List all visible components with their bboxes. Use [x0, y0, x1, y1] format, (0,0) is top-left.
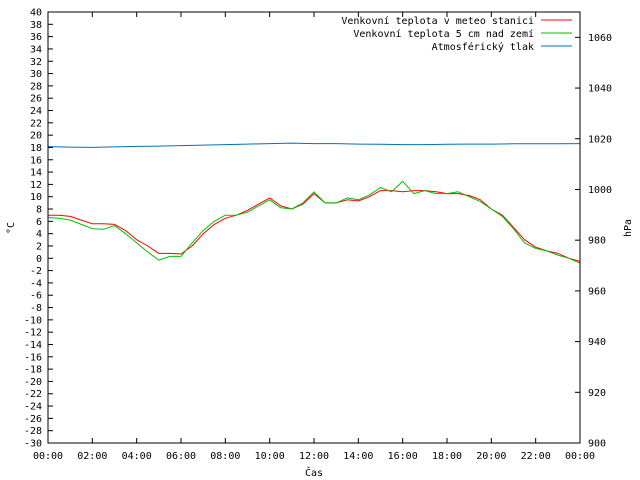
y-left-tick-label: 14: [30, 168, 42, 179]
y-left-tick-label: 36: [30, 32, 42, 43]
y-left-tick-label: 24: [30, 106, 42, 117]
y-left-tick-label: 0: [36, 254, 42, 265]
y-left-tick-label: 22: [30, 118, 42, 129]
x-tick-label: 20:00: [476, 451, 506, 462]
series-layer: [47, 142, 581, 264]
y-left-tick-label: 30: [30, 69, 42, 80]
x-axis-title: Čas: [305, 466, 323, 479]
y-left-tick-label: 40: [30, 8, 42, 19]
y-right-tick-label: 1040: [588, 84, 612, 95]
ticks-layer: 00:00 02:00 04:00 06:00 08:00 10:00 12:00 14:00…: [24, 8, 612, 463]
y-left-tick-label: 6: [36, 217, 42, 228]
y-left-tick-label: 32: [30, 57, 42, 68]
legend-label-2: Venkovní teplota 5 cm nad zemí: [353, 28, 534, 40]
y-left-tick-label: -26: [24, 414, 42, 425]
series-line-3: [47, 142, 581, 148]
x-tick-label: 16:00: [388, 451, 418, 462]
y-left-tick-label: 10: [30, 192, 42, 203]
legend: Venkovní teplota v meteo staniciVenkovní…: [341, 15, 572, 53]
y-left-tick-label: 16: [30, 155, 42, 166]
x-tick-label: 02:00: [77, 451, 107, 462]
x-tick-label: 00:00: [33, 451, 63, 462]
y-axis-left-title: °C: [6, 222, 17, 234]
y-left-tick-label: 28: [30, 81, 42, 92]
y-left-tick-label: -4: [30, 278, 42, 289]
legend-label-1: Venkovní teplota v meteo stanici: [341, 15, 534, 27]
y-left-tick-label: 26: [30, 94, 42, 105]
x-tick-label: 10:00: [255, 451, 285, 462]
y-left-tick-label: -18: [24, 365, 42, 376]
y-left-tick-label: 8: [36, 205, 42, 216]
y-left-tick-label: -24: [24, 402, 42, 413]
y-right-tick-label: 920: [588, 388, 606, 399]
x-tick-label: 14:00: [343, 451, 373, 462]
x-tick-label: 22:00: [521, 451, 551, 462]
y-left-tick-label: 38: [30, 20, 42, 31]
y-left-tick-label: -8: [30, 303, 42, 314]
y-right-tick-label: 940: [588, 337, 606, 348]
y-right-tick-label: 960: [588, 286, 606, 297]
x-tick-label: 04:00: [122, 451, 152, 462]
y-left-tick-label: -6: [30, 291, 42, 302]
y-right-tick-label: 900: [588, 439, 606, 450]
y-left-tick-label: 18: [30, 143, 42, 154]
x-tick-label: 08:00: [210, 451, 240, 462]
y-left-tick-label: -22: [24, 389, 42, 400]
y-left-tick-label: -10: [24, 315, 42, 326]
x-tick-label: 06:00: [166, 451, 196, 462]
y-left-tick-label: -28: [24, 426, 42, 437]
y-left-tick-label: 34: [30, 44, 42, 55]
y-left-tick-label: -20: [24, 377, 42, 388]
y-left-tick-label: 2: [36, 241, 42, 252]
x-tick-label: 12:00: [299, 451, 329, 462]
y-left-tick-label: 4: [36, 229, 42, 240]
y-right-tick-label: 1020: [588, 134, 612, 145]
y-left-tick-label: -2: [30, 266, 42, 277]
y-left-tick-label: -30: [24, 439, 42, 450]
y-left-tick-label: -16: [24, 352, 42, 363]
y-left-tick-label: 12: [30, 180, 42, 191]
x-tick-label: 18:00: [432, 451, 462, 462]
series-line-2: [47, 180, 581, 264]
y-right-tick-label: 1060: [588, 33, 612, 44]
y-left-tick-label: -14: [24, 340, 42, 351]
y-left-tick-label: 20: [30, 131, 42, 142]
y-axis-right-title: hPa: [623, 219, 634, 237]
x-tick-label: 00:00: [565, 451, 595, 462]
y-left-tick-label: -12: [24, 328, 42, 339]
y-right-tick-label: 980: [588, 236, 606, 247]
legend-label-3: Atmosférický tlak: [432, 41, 534, 53]
y-right-tick-label: 1000: [588, 185, 612, 196]
